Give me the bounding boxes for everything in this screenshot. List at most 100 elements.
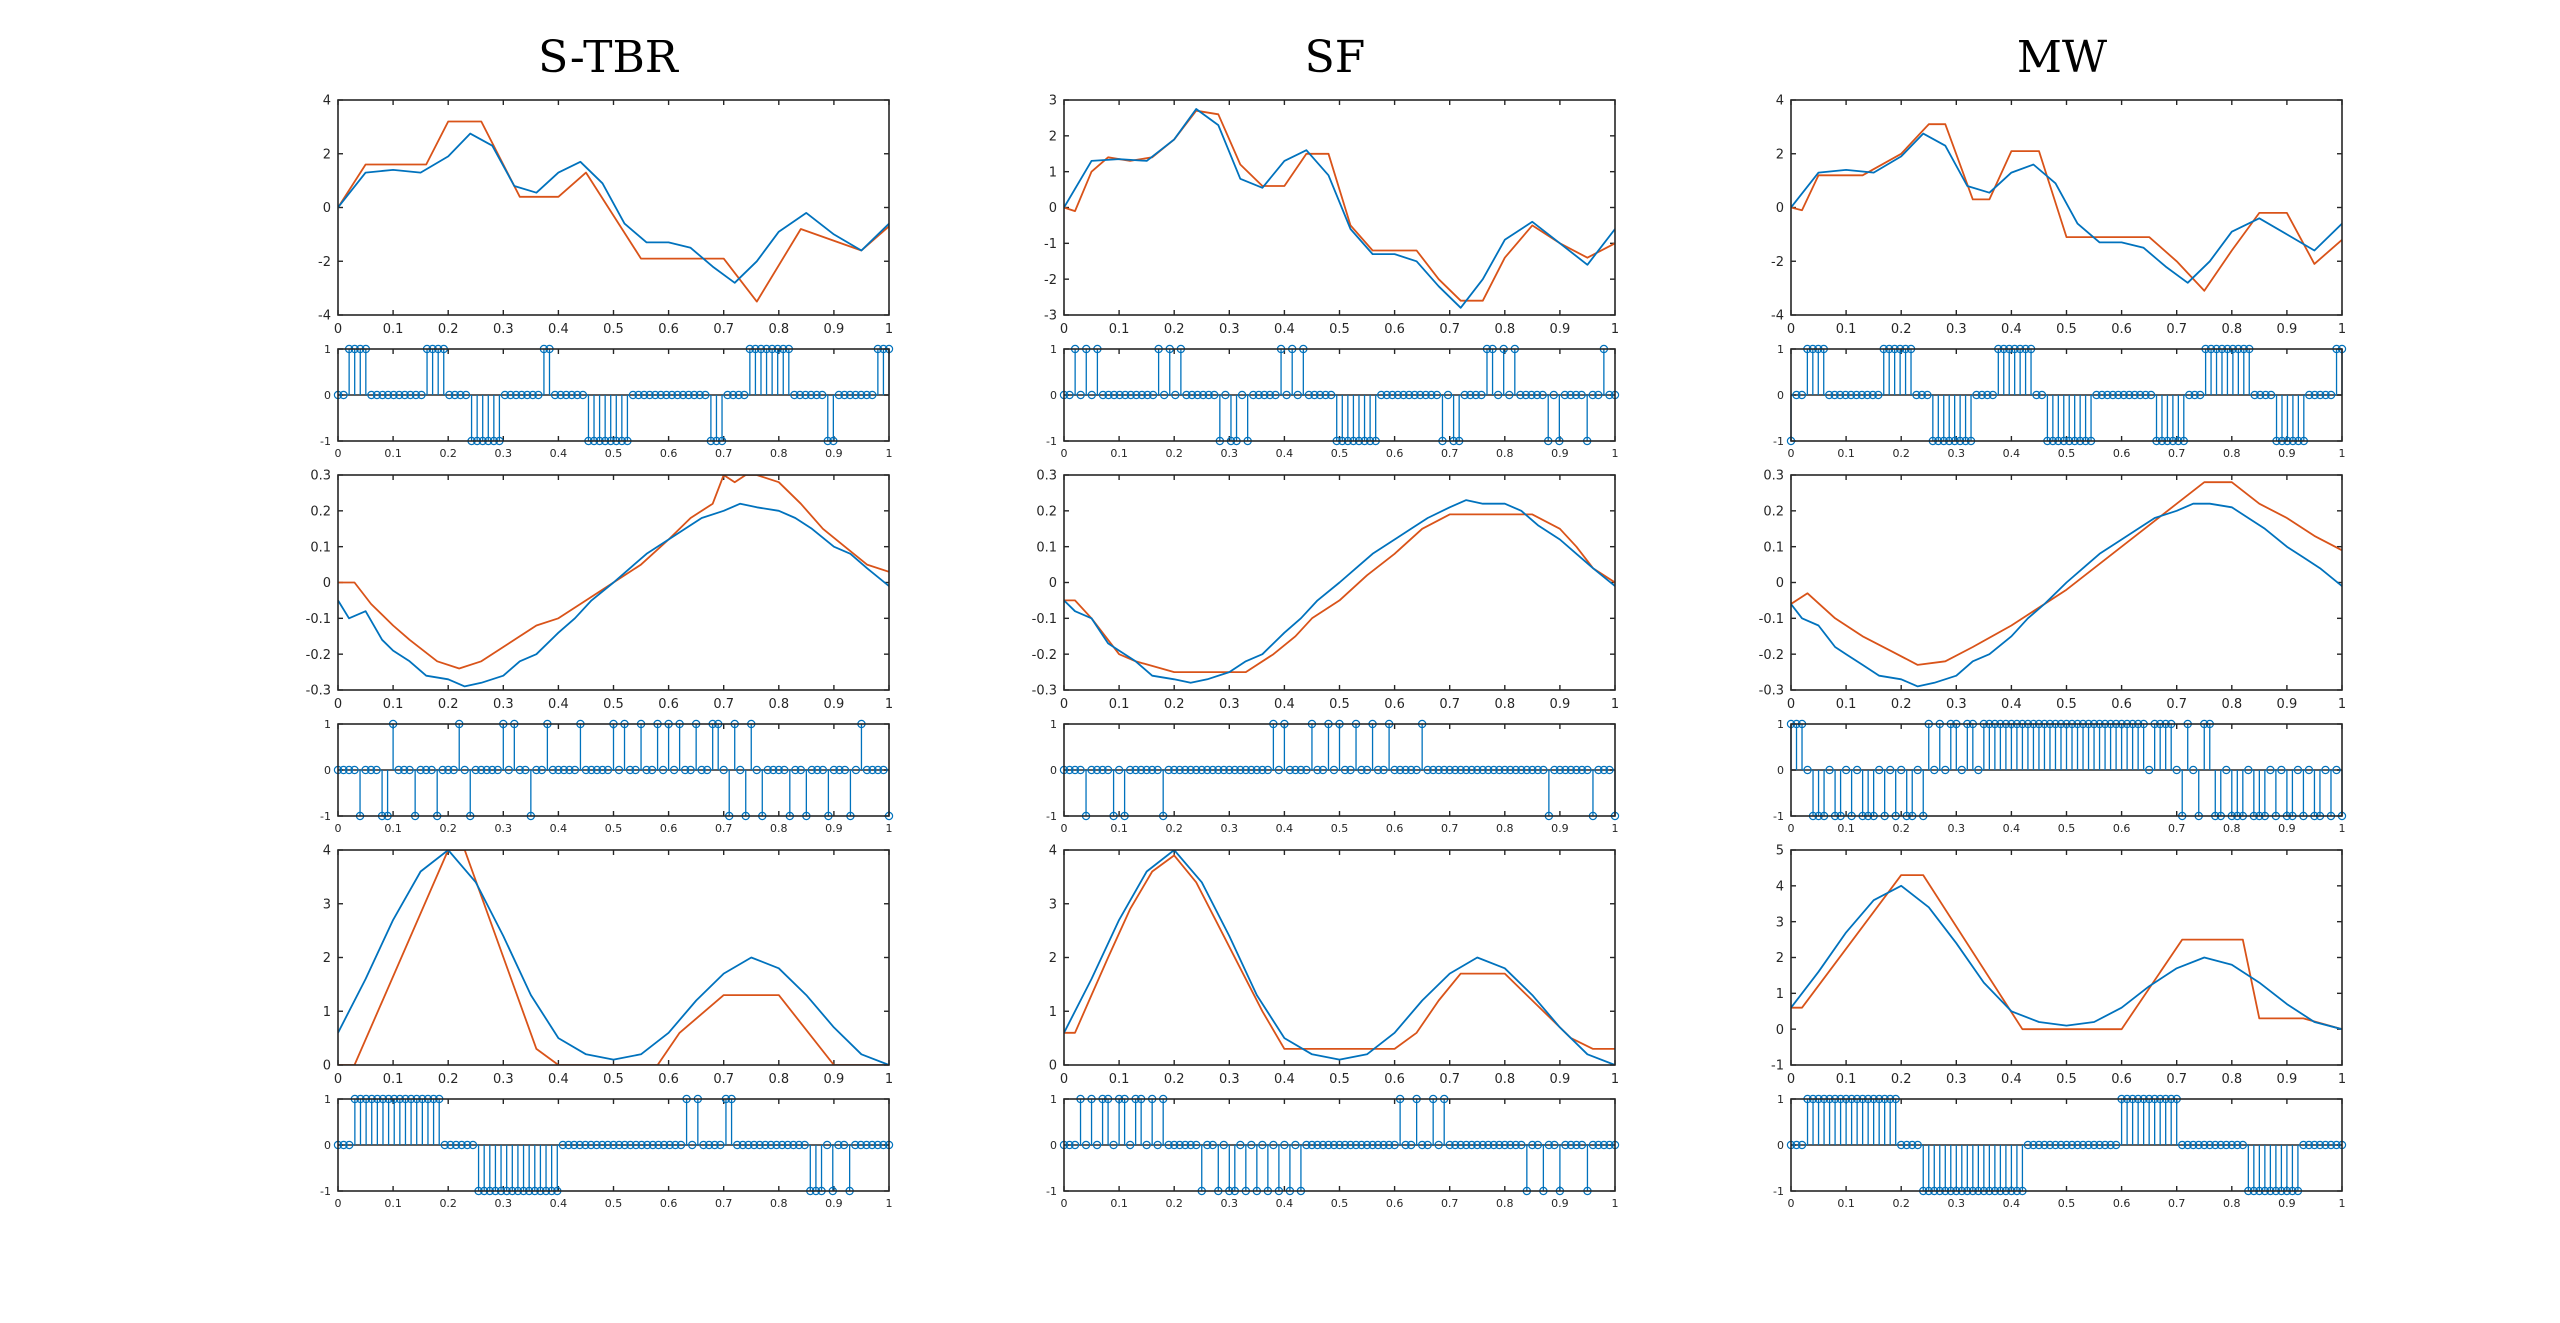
stem-marker <box>1517 765 1526 775</box>
y-tick-label: 1 <box>1777 1093 1784 1106</box>
stem-marker <box>2185 390 2194 400</box>
stem-marker <box>1439 765 1449 775</box>
stem-marker <box>1532 390 1542 400</box>
x-tick-label: 0.4 <box>550 447 568 460</box>
stem-marker <box>1310 390 1319 400</box>
x-tick-label: 0.2 <box>1165 822 1183 835</box>
x-tick-label: 0.4 <box>550 822 568 835</box>
stem-marker <box>1098 390 1108 400</box>
y-tick-label: 3 <box>1776 915 1784 930</box>
stem-marker <box>1423 1140 1432 1150</box>
stem-marker <box>564 1140 573 1150</box>
stem-marker <box>1382 390 1392 400</box>
stem-marker <box>1390 765 1399 775</box>
column-title-mw: MW <box>2017 32 2108 83</box>
stem-marker <box>1471 390 1481 400</box>
stem-marker <box>1225 765 1234 775</box>
stem-marker <box>794 1140 804 1150</box>
stem-marker <box>2222 765 2231 775</box>
stem-marker <box>1588 1140 1598 1150</box>
x-tick-label: 0.9 <box>1551 447 1569 460</box>
stem-marker <box>686 765 695 775</box>
x-tick-label: 0.1 <box>1109 1072 1130 1087</box>
stem-marker <box>829 765 839 775</box>
stem-marker <box>1164 1140 1173 1150</box>
stem-marker <box>851 390 860 400</box>
stem-marker <box>515 765 525 775</box>
approximation-line <box>338 850 889 1065</box>
stem-marker <box>2178 1140 2187 1150</box>
stem-marker <box>1249 390 1258 400</box>
stem-marker <box>1550 765 1559 775</box>
stem-marker <box>598 765 607 775</box>
stem-marker <box>662 390 671 400</box>
stem-marker <box>1219 765 1228 775</box>
stem-marker <box>1377 390 1386 400</box>
x-tick-label: 0.9 <box>2277 697 2298 712</box>
stem-marker <box>2092 390 2101 400</box>
x-tick-label: 0.7 <box>1439 1072 1460 1087</box>
stem-marker <box>818 390 827 400</box>
panel-s-tbr-3: 0 0.1 0.2 0.3 0.4 0.5 0.6 0.7 0.8 0.9 1 -1 0 1 <box>320 718 894 835</box>
y-tick-label: 3 <box>323 897 331 912</box>
x-tick-label: 0.2 <box>1892 822 1910 835</box>
stem-marker <box>506 390 515 400</box>
stem-marker <box>567 390 576 400</box>
x-tick-label: 0.3 <box>1221 447 1239 460</box>
x-tick-label: 0.8 <box>768 1072 789 1087</box>
stem-marker <box>862 1140 871 1150</box>
x-tick-label: 0.5 <box>605 822 623 835</box>
stem-marker <box>1148 390 1158 400</box>
x-tick-label: 0.8 <box>1496 447 1514 460</box>
stem-marker <box>736 765 745 775</box>
axes-box <box>1790 849 2343 1066</box>
stem-marker <box>592 1140 601 1150</box>
panel-sf-4: 0 0.1 0.2 0.3 0.4 0.5 0.6 0.7 0.8 0.9 1 0 1 2 3 4 <box>1049 844 1619 1087</box>
stem-marker <box>1252 765 1262 775</box>
stem-marker <box>1846 390 1856 400</box>
stem-marker <box>1434 1140 1443 1150</box>
stem-marker <box>406 390 415 400</box>
stem-marker <box>1254 390 1263 400</box>
stem-marker <box>777 1140 787 1150</box>
stem-marker <box>1137 390 1147 400</box>
y-tick-label: 4 <box>323 844 331 859</box>
stem-marker <box>1533 1140 1543 1150</box>
axes-box <box>337 348 890 442</box>
stem-marker <box>1291 1140 1300 1150</box>
x-tick-label: 0 <box>1060 322 1068 337</box>
stem-marker <box>1346 1140 1355 1150</box>
x-tick-label: 0.6 <box>658 697 679 712</box>
y-tick-label: 0 <box>324 764 331 777</box>
stem-marker <box>511 390 521 400</box>
stem-marker <box>1528 765 1537 775</box>
stem-marker <box>667 390 677 400</box>
x-tick-label: 0.1 <box>384 447 402 460</box>
y-tick-label: 0 <box>1777 389 1784 402</box>
stem-marker <box>1181 1140 1190 1150</box>
signal-line <box>338 132 889 284</box>
x-tick-label: 0.5 <box>2058 822 2076 835</box>
stem-marker <box>456 390 465 400</box>
x-tick-label: 1 <box>886 822 893 835</box>
stem-marker <box>1495 1140 1504 1150</box>
signal-line <box>338 850 889 1065</box>
x-tick-label: 0.9 <box>2278 822 2296 835</box>
stem-marker <box>1104 390 1113 400</box>
x-tick-label: 0.2 <box>438 1072 459 1087</box>
y-tick-label: 0 <box>1049 576 1057 591</box>
stem-marker <box>2200 1140 2209 1150</box>
stem-marker <box>839 1140 849 1150</box>
stem-marker <box>1147 765 1157 775</box>
stem-marker <box>1489 1140 1498 1150</box>
x-tick-label: 0.4 <box>2003 1197 2021 1210</box>
stem-marker <box>645 390 654 400</box>
x-tick-label: 0.2 <box>438 697 459 712</box>
stem-marker <box>460 765 469 775</box>
x-tick-label: 0.1 <box>1109 322 1130 337</box>
x-tick-label: 0 <box>334 697 342 712</box>
stem-marker <box>2216 1140 2225 1150</box>
stem-marker <box>446 1140 455 1150</box>
stem-marker <box>1500 1140 1510 1150</box>
stem-marker <box>2332 765 2341 775</box>
